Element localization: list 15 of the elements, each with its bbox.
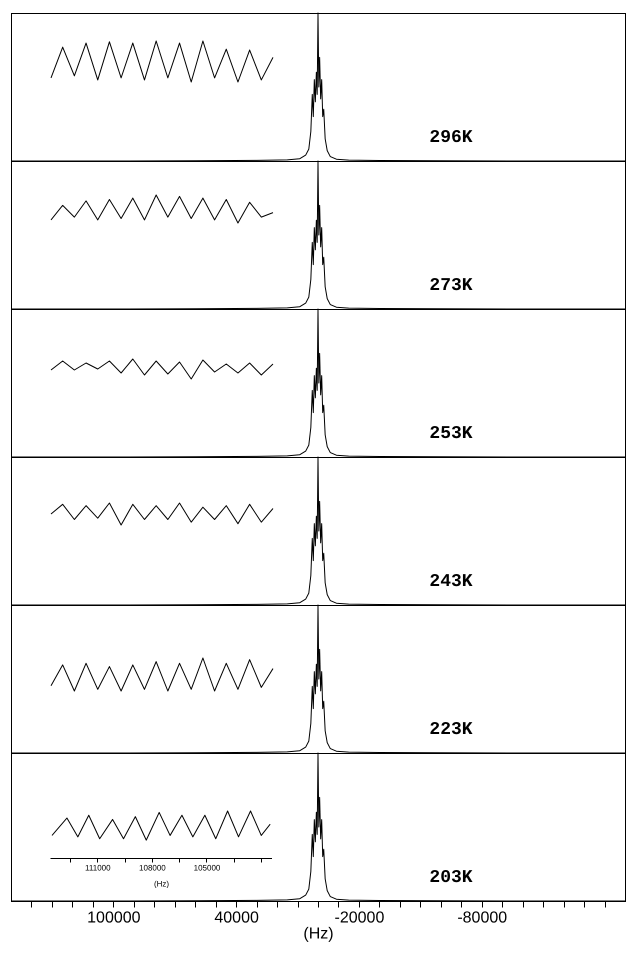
x-axis-title: (Hz) [154, 880, 170, 888]
x-tick-label: -80000 [457, 910, 508, 926]
x-tick-label: 100000 [87, 910, 141, 926]
annotation: 243K [429, 572, 473, 592]
annotation: 253K [429, 424, 473, 444]
annotation: 296K [429, 128, 473, 148]
annotation: 273K [429, 276, 473, 296]
annotation: 203K [429, 868, 473, 888]
x-tick-label: 108000 [139, 864, 166, 872]
x-tick-label: 40000 [214, 910, 259, 926]
x-tick-label: 111000 [85, 864, 112, 872]
x-axis-title: (Hz) [303, 926, 334, 942]
x-tick-label: -20000 [334, 910, 384, 926]
x-tick-label: 105000 [194, 864, 221, 872]
annotation: 223K [429, 720, 473, 740]
